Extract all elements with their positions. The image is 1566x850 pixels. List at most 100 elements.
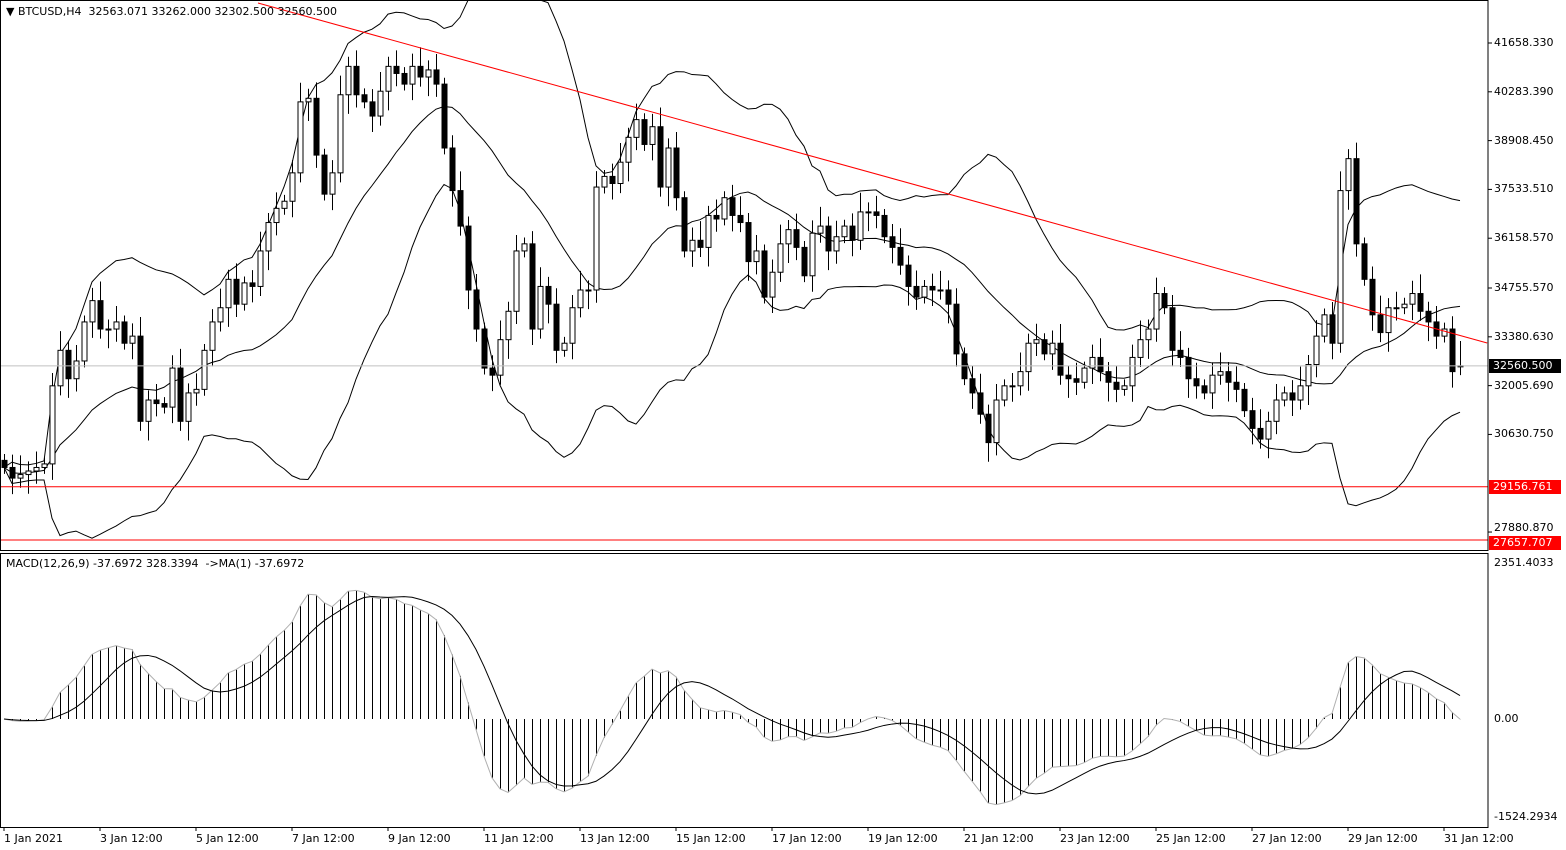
macd-tick-label: 2351.4033 [1494, 556, 1554, 569]
candle-bull [33, 466, 40, 472]
candle-bull [809, 232, 816, 277]
candle-bull [329, 172, 336, 195]
candle-bull [777, 243, 784, 273]
candle-bear [737, 214, 744, 224]
candle-bear [1161, 293, 1168, 309]
collapse-triangle-icon[interactable]: ▼ [6, 5, 18, 18]
candle-bull [17, 474, 24, 479]
candle-bear [929, 285, 936, 291]
candle-bull [1337, 190, 1344, 344]
candle-bear [401, 72, 408, 85]
price-pane-border [0, 0, 1489, 551]
candle-bear [1113, 381, 1120, 390]
bollinger-bands [3, 0, 1461, 539]
bb-upper-line [3, 0, 1461, 468]
candle-bull [241, 282, 248, 305]
price-tick-label: 38908.450 [1494, 133, 1554, 147]
candle-bull [785, 229, 792, 245]
candle-bull [841, 225, 848, 238]
price-tick-label: 37533.510 [1494, 182, 1554, 196]
candle-bull [1033, 339, 1040, 344]
candle-bear [969, 378, 976, 394]
candle-bull [1153, 293, 1160, 330]
trendline [257, 2, 1488, 344]
candle-bear [1225, 371, 1232, 383]
candle-bull [577, 289, 584, 309]
candle-bear [729, 197, 736, 216]
level-price-tag: 29156.761 [1489, 479, 1561, 494]
candle-bull [865, 211, 872, 214]
candle-bull [1409, 293, 1416, 305]
candle-bull [601, 175, 608, 188]
candle-bull [1017, 371, 1024, 387]
candle-bear [881, 214, 888, 238]
candle-bull [145, 399, 152, 422]
candle-bull [993, 399, 1000, 444]
candle-bear [889, 236, 896, 248]
candle-bull [1009, 385, 1016, 388]
candle-bull [1273, 399, 1280, 422]
candle-bull [225, 278, 232, 309]
candle-bear [713, 214, 720, 220]
candle-bull [1401, 303, 1408, 309]
candle-bull [769, 271, 776, 298]
candle-bear [249, 282, 256, 287]
candle-bull [1049, 342, 1056, 355]
candle-bull [25, 470, 32, 476]
candle-bull [1305, 364, 1312, 387]
candle-bear [905, 264, 912, 287]
candle-bear [1105, 371, 1112, 383]
candle-bull [337, 94, 344, 174]
candle-bull [377, 90, 384, 117]
time-tick-label: 11 Jan 12:00 [484, 832, 554, 845]
candle-bull [1217, 371, 1224, 376]
candle-bear [977, 392, 984, 415]
candle-bull [505, 310, 512, 341]
candle-bull [513, 250, 520, 312]
candle-bull [345, 65, 352, 96]
price-tick-label: 40283.390 [1494, 84, 1554, 98]
candle-bull [817, 225, 824, 234]
candle-bear [681, 197, 688, 252]
candle-bull [57, 349, 64, 387]
candle-bear [1249, 410, 1256, 429]
candle-bear [945, 289, 952, 305]
candle-bear [1417, 293, 1424, 312]
candle-bear [9, 466, 16, 479]
candles [1, 47, 1464, 495]
candle-bear [1185, 356, 1192, 380]
macd-tick-label: 0.00 [1494, 712, 1519, 725]
candle-bear [1377, 314, 1384, 334]
candle-bear [1041, 339, 1048, 355]
candle-bear [673, 147, 680, 199]
candle-bear [897, 246, 904, 266]
macd-outline [3, 589, 1461, 806]
candle-bear [465, 225, 472, 291]
candle-bull [1137, 339, 1144, 358]
candle-bull [305, 97, 312, 103]
candle-bull [921, 285, 928, 298]
candle-bear [1233, 381, 1240, 390]
candle-bear [1, 459, 8, 468]
candle-bull [209, 321, 216, 351]
time-tick-label: 13 Jan 12:00 [580, 832, 650, 845]
candle-bear [1353, 158, 1360, 245]
candle-bull [593, 186, 600, 291]
candle-bear [657, 126, 664, 188]
candle-bear [545, 285, 552, 305]
bb-lower-line [3, 183, 1461, 539]
candle-bear [697, 239, 704, 248]
candle-bull [649, 126, 656, 145]
candle-bear [1369, 278, 1376, 316]
candle-bull [201, 349, 208, 390]
time-tick-label: 29 Jan 12:00 [1348, 832, 1418, 845]
time-tick-label: 31 Jan 12:00 [1444, 832, 1514, 845]
price-tick-label: 27880.870 [1494, 520, 1554, 534]
candle-bear [1073, 378, 1080, 383]
time-tick-label: 7 Jan 12:00 [292, 832, 355, 845]
candle-bull [1385, 307, 1392, 334]
candle-bull [1441, 328, 1448, 337]
price-tick-label: 34755.570 [1494, 281, 1554, 294]
candle-bear [1257, 427, 1264, 440]
